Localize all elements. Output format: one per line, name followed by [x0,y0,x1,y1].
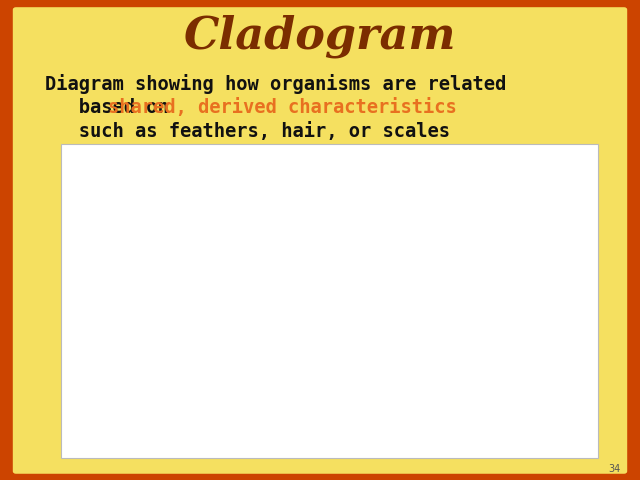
Text: Four Legged Locomotion: Four Legged Locomotion [340,333,469,343]
Text: Vertebral Column: Vertebral Column [453,255,544,265]
Text: Amniotic Eggs: Amniotic Eggs [281,373,355,383]
Text: WOLF: WOLF [498,240,521,249]
Text: 34: 34 [609,464,621,474]
Text: based on: based on [45,98,180,118]
Text: Diagram showing how organisms are related: Diagram showing how organisms are relate… [45,74,506,95]
Text: Jaw Bones: Jaw Bones [399,294,452,304]
Text: Cladogram: Cladogram [184,14,456,58]
Text: SALAMANDER: SALAMANDER [326,240,381,249]
Text: shared, derived characteristics: shared, derived characteristics [108,98,456,118]
Text: Hair: Hair [225,412,246,422]
Text: such as feathers, hair, or scales: such as feathers, hair, or scales [45,122,450,142]
Text: LAMPREY: LAMPREY [179,240,216,249]
Text: GROUPER: GROUPER [253,240,293,249]
Text: TURTLE: TURTLE [414,240,444,249]
Text: LANCELET: LANCELET [102,240,143,249]
